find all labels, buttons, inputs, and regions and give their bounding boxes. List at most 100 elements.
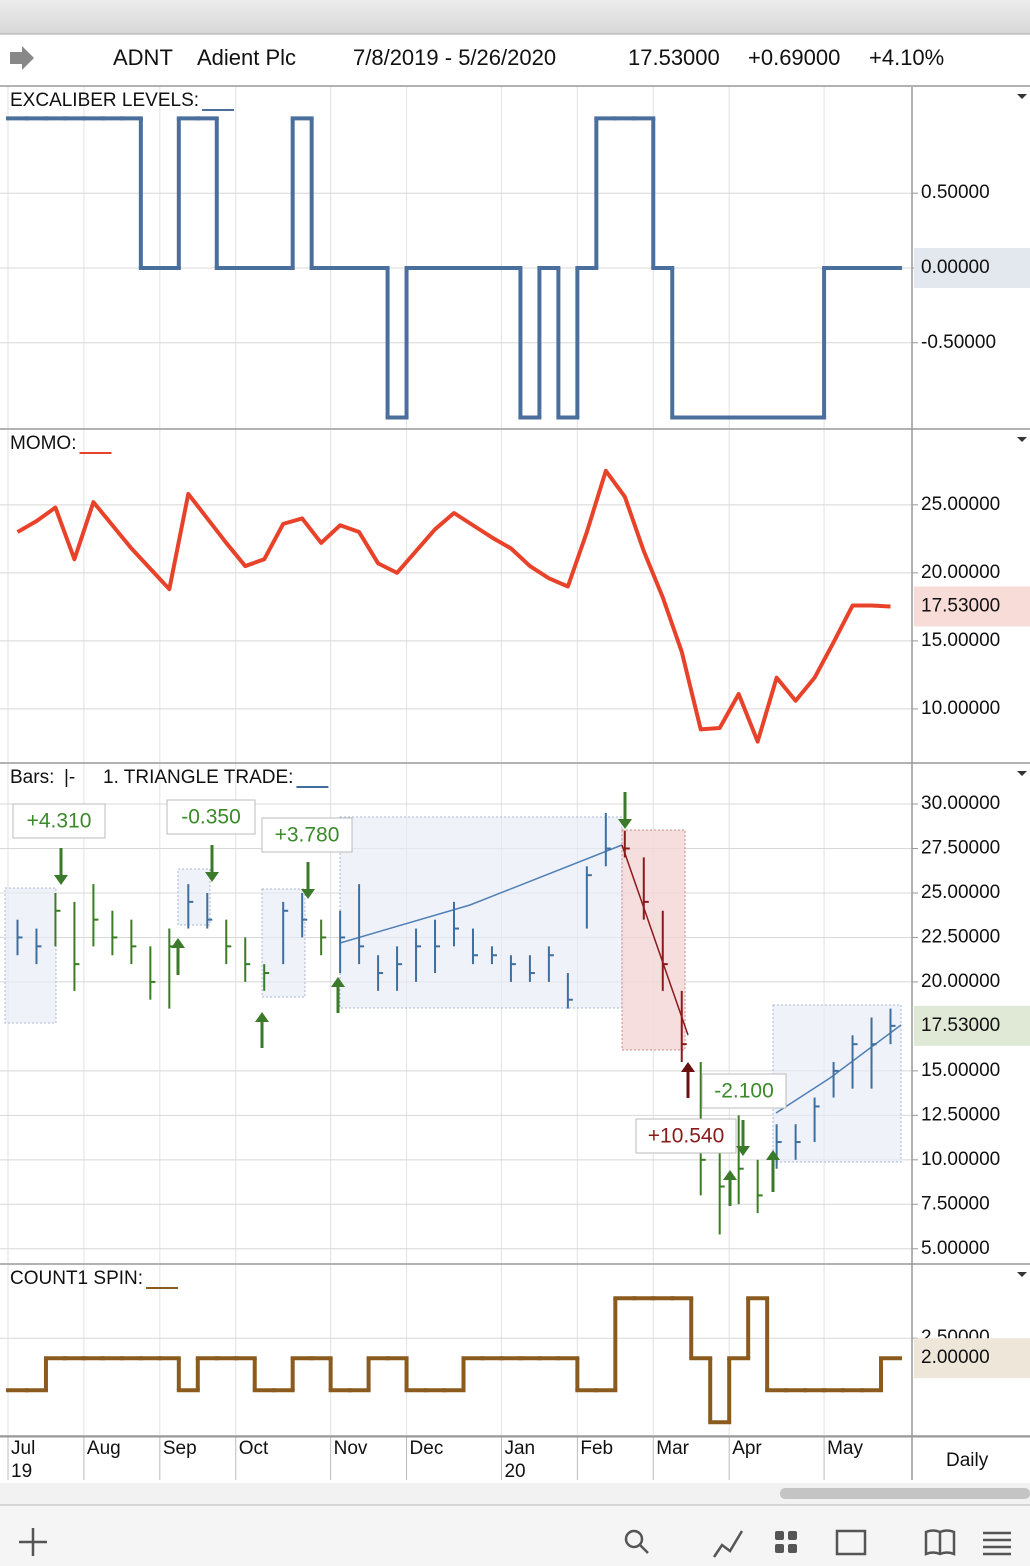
current-value-box <box>914 1338 1030 1379</box>
y-tick-label: 7.50000 <box>921 1193 990 1214</box>
signal-arrowhead <box>205 872 219 882</box>
symbol: ADNT <box>113 45 173 70</box>
y-tick-label: 30.00000 <box>921 793 1000 814</box>
y-tick-label: 0.50000 <box>921 182 990 203</box>
annotation-text: +4.310 <box>27 810 92 833</box>
annotation-box <box>261 817 353 853</box>
x-tick-label: Feb <box>580 1438 613 1459</box>
current-value-box <box>914 586 1030 627</box>
study-title: 1. TRIANGLE TRADE: <box>103 767 293 788</box>
company-name: Adient Plc <box>197 45 296 70</box>
y-tick-label: 27.50000 <box>921 838 1000 859</box>
annotation-text: +3.780 <box>275 824 340 847</box>
signal-arrowhead <box>766 1150 780 1160</box>
price-change: +0.69000 <box>748 45 840 70</box>
x-tick-label: Jan <box>504 1438 535 1459</box>
y-tick-label: -0.50000 <box>921 332 996 353</box>
x-tick-label: Jul <box>11 1438 35 1459</box>
signal-arrowhead <box>723 1170 737 1180</box>
signal-arrowhead <box>301 889 315 899</box>
add-button[interactable] <box>19 1528 47 1556</box>
grid <box>0 87 912 1435</box>
annotation-text: +10.540 <box>648 1125 725 1148</box>
trade-box <box>177 868 211 926</box>
arrow-icon[interactable] <box>10 46 34 70</box>
search-handle <box>639 1544 649 1554</box>
x-tick-label: May <box>827 1438 863 1459</box>
last-price: 17.53000 <box>628 45 720 70</box>
trade-box <box>772 1004 902 1163</box>
y-tick-label: 10.00000 <box>921 1149 1000 1170</box>
y-tick-label: 25.00000 <box>921 494 1000 515</box>
trend-line <box>621 844 689 1036</box>
y-tick-label: 25.00000 <box>921 882 1000 903</box>
trend-line <box>339 844 623 944</box>
y-tick-label: 15.00000 <box>921 1060 1000 1081</box>
book-button[interactable] <box>924 1529 956 1556</box>
change-percent: +4.10% <box>869 45 944 70</box>
signal-arrowhead <box>681 1062 695 1072</box>
panel-title: EXCALIBER LEVELS: <box>10 90 199 111</box>
trade-box <box>621 829 686 1051</box>
x-tick-label: Dec <box>410 1438 444 1459</box>
signal-arrowhead <box>331 977 345 987</box>
x-tick-label: Mar <box>656 1438 689 1459</box>
trade-box <box>339 816 623 1009</box>
x-tick-label: Sep <box>163 1438 197 1459</box>
current-value-label: 2.00000 <box>921 1347 990 1368</box>
x-tick-label: Oct <box>239 1438 269 1459</box>
menu-button[interactable] <box>983 1531 1011 1556</box>
toolbar <box>0 1505 1030 1566</box>
window-button[interactable] <box>835 1529 867 1556</box>
panel-title: Bars: <box>10 767 54 788</box>
annotation-text: -0.350 <box>181 806 241 829</box>
scrollbar[interactable] <box>780 1488 1030 1499</box>
signal-arrowhead <box>736 1146 750 1156</box>
trend-line <box>775 1024 902 1114</box>
panel-subtitle: |- <box>64 767 75 788</box>
toolbar-icons <box>19 1528 1011 1558</box>
annotation-box <box>12 803 106 839</box>
x-tick-label: Aug <box>87 1438 121 1459</box>
panel-title: COUNT1 SPIN: <box>10 1268 143 1289</box>
panel-title: MOMO: <box>10 433 77 454</box>
search-button[interactable] <box>624 1529 644 1549</box>
y-tick-label: 22.50000 <box>921 926 1000 947</box>
layout-button[interactable] <box>775 1531 797 1553</box>
current-value-label: 0.00000 <box>921 257 990 278</box>
chart-button[interactable] <box>712 1530 744 1558</box>
current-value-label: 17.53000 <box>921 1015 1000 1036</box>
signal-arrowhead <box>255 1012 269 1022</box>
annotation-box <box>166 799 256 835</box>
current-value-box <box>914 247 1030 288</box>
y-tick-label: 20.00000 <box>921 971 1000 992</box>
y-tick-label: 10.00000 <box>921 698 1000 719</box>
y-tick-label: 5.00000 <box>921 1238 990 1259</box>
x-tick-label: Apr <box>732 1438 762 1459</box>
scroll-area <box>0 1483 1030 1505</box>
y-tick-label: 15.00000 <box>921 630 1000 651</box>
signal-arrowhead <box>618 819 632 829</box>
current-value-box <box>914 1005 1030 1046</box>
annotation-box <box>635 1118 737 1154</box>
x-tick-label: Nov <box>334 1438 368 1459</box>
signal-arrowhead <box>54 875 68 885</box>
top-bar <box>0 0 1030 34</box>
panel-menu <box>1017 437 1027 442</box>
trade-layout <box>4 816 902 1163</box>
panel-menu <box>1017 771 1027 776</box>
trade-box <box>4 887 57 1024</box>
annotation-text: -2.100 <box>714 1080 774 1103</box>
y-tick-label: 20.00000 <box>921 562 1000 583</box>
date-range: 7/8/2019 - 5/26/2020 <box>353 45 556 70</box>
signal-arrowhead <box>171 938 185 948</box>
y-tick-label: 12.50000 <box>921 1104 1000 1125</box>
panel-menu <box>1017 1272 1027 1277</box>
timeframe[interactable]: Daily <box>946 1450 989 1471</box>
momo-line <box>16 468 891 744</box>
annotation-box <box>701 1073 787 1109</box>
current-value-label: 17.53000 <box>921 595 1000 616</box>
year-label: 20 <box>504 1461 525 1482</box>
panel-menu <box>1017 94 1027 99</box>
